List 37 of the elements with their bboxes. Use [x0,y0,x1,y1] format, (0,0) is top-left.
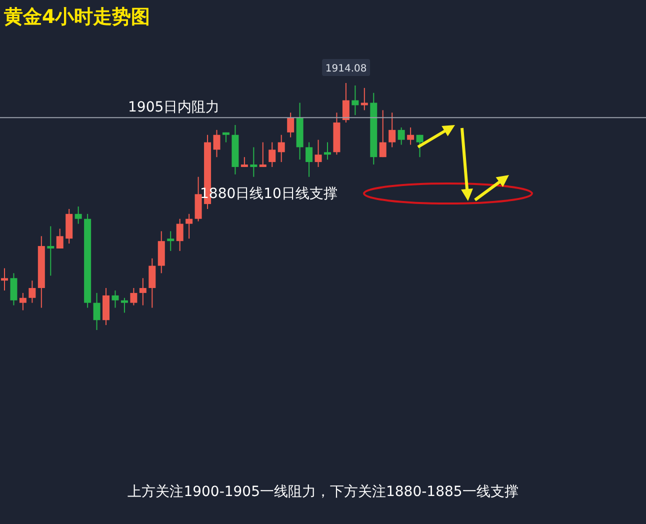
candlestick [287,112,294,138]
candlestick [213,129,220,158]
candlestick [176,218,184,252]
candlestick [1,268,8,291]
chart-title: 黄金4小时走势图 [4,5,150,30]
candlestick [250,146,258,178]
candlestick [306,142,313,178]
candlestick [112,290,119,308]
candlestick [314,139,322,168]
candlestick [398,126,405,146]
candlestick [47,226,54,276]
candlestick [324,142,331,160]
candlestick [240,156,248,168]
candlestick [19,292,26,311]
candlestick [139,278,146,306]
candlestick [186,213,193,240]
candlestick [167,230,174,252]
candlestick [28,280,36,304]
candlestick [416,134,424,158]
candlestick [388,112,396,148]
candlestick [93,292,100,330]
text: 上方关注1900-1905一线阻力，下方关注1880-1885一线支撑 [126,483,520,501]
candlestick [56,228,64,249]
candlestick [10,272,18,306]
annotation: 1914.08 [325,64,367,74]
candlestick [268,142,276,168]
candlestick [148,258,156,308]
candlestick [278,134,285,163]
candlestick [74,206,82,224]
candlestick [259,142,266,168]
candlestick [342,83,350,124]
ref-line-label: 1905日内阻力 [128,100,220,116]
candlestick [352,84,359,116]
candlestick [130,288,138,306]
candlestick [379,110,386,158]
candlestick [407,126,414,146]
candlestick [120,297,128,314]
